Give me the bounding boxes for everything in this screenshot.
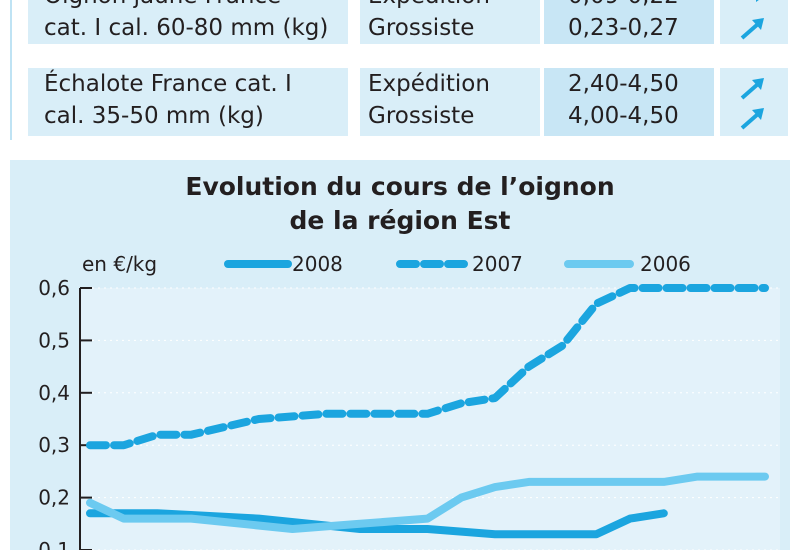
series-line-2006 bbox=[86, 472, 769, 533]
y-tick-label: 0,6 bbox=[38, 276, 70, 300]
stage-label: Grossiste bbox=[368, 103, 475, 129]
product-cell-bg bbox=[28, 68, 348, 136]
chart-title-line2: de la région Est bbox=[289, 206, 511, 235]
chart-series bbox=[86, 284, 769, 539]
right-arrow-icon bbox=[756, 0, 759, 2]
chart-title: Evolution du cours de l’oignon de la rég… bbox=[0, 170, 800, 238]
price-cell-bg bbox=[544, 68, 714, 136]
up-right-arrow-icon bbox=[740, 78, 764, 100]
legend-label-2006: 2006 bbox=[640, 252, 691, 276]
price-table: Oignon jaune France cat. I cal. 60-80 mm… bbox=[0, 0, 800, 140]
price-range: 0,09-0,22 bbox=[568, 0, 679, 12]
stage-cell-bg bbox=[360, 68, 540, 136]
up-right-arrow-icon bbox=[740, 108, 764, 130]
up-right-arrow-icon bbox=[740, 18, 764, 40]
y-axis-unit-label: en €/kg bbox=[82, 252, 158, 276]
series-line-2007 bbox=[86, 284, 769, 450]
product-name-line1: Échalote France cat. I bbox=[44, 71, 292, 97]
y-tick-label: 0,5 bbox=[38, 328, 70, 352]
y-tick-label: 0,4 bbox=[38, 381, 70, 405]
product-cell-bg bbox=[28, 0, 348, 44]
y-tick-label: 0,3 bbox=[38, 433, 70, 457]
stage-label: Grossiste bbox=[368, 15, 475, 41]
plot-area bbox=[80, 288, 780, 550]
trend-cell-bg bbox=[720, 68, 788, 136]
chart-title-line1: Evolution du cours de l’oignon bbox=[185, 172, 615, 201]
legend-label-2008: 2008 bbox=[292, 252, 343, 276]
stage-label: Expédition bbox=[368, 0, 490, 12]
table-left-rule bbox=[10, 0, 12, 140]
price-cell-bg bbox=[544, 0, 714, 44]
product-name-line1: Oignon jaune France bbox=[44, 0, 281, 12]
stage-cell-bg bbox=[360, 0, 540, 44]
table-row: Échalote France cat. I cal. 35-50 mm (kg… bbox=[28, 68, 788, 136]
y-tick-label: 0,1 bbox=[38, 538, 70, 550]
y-tick-label: 0,2 bbox=[38, 486, 70, 510]
price-range: 2,40-4,50 bbox=[568, 71, 679, 97]
stage-label: Expédition bbox=[368, 71, 490, 97]
table-row: Oignon jaune France cat. I cal. 60-80 mm… bbox=[28, 0, 788, 44]
price-range: 4,00-4,50 bbox=[568, 103, 679, 129]
y-axis-ticks: 0,6 0,5 0,4 0,3 0,2 0,1 bbox=[38, 276, 92, 550]
price-range: 0,23-0,27 bbox=[568, 15, 679, 41]
product-name-line2: cal. 35-50 mm (kg) bbox=[44, 103, 264, 129]
product-name-line2: cat. I cal. 60-80 mm (kg) bbox=[44, 15, 329, 41]
legend-label-2007: 2007 bbox=[472, 252, 523, 276]
